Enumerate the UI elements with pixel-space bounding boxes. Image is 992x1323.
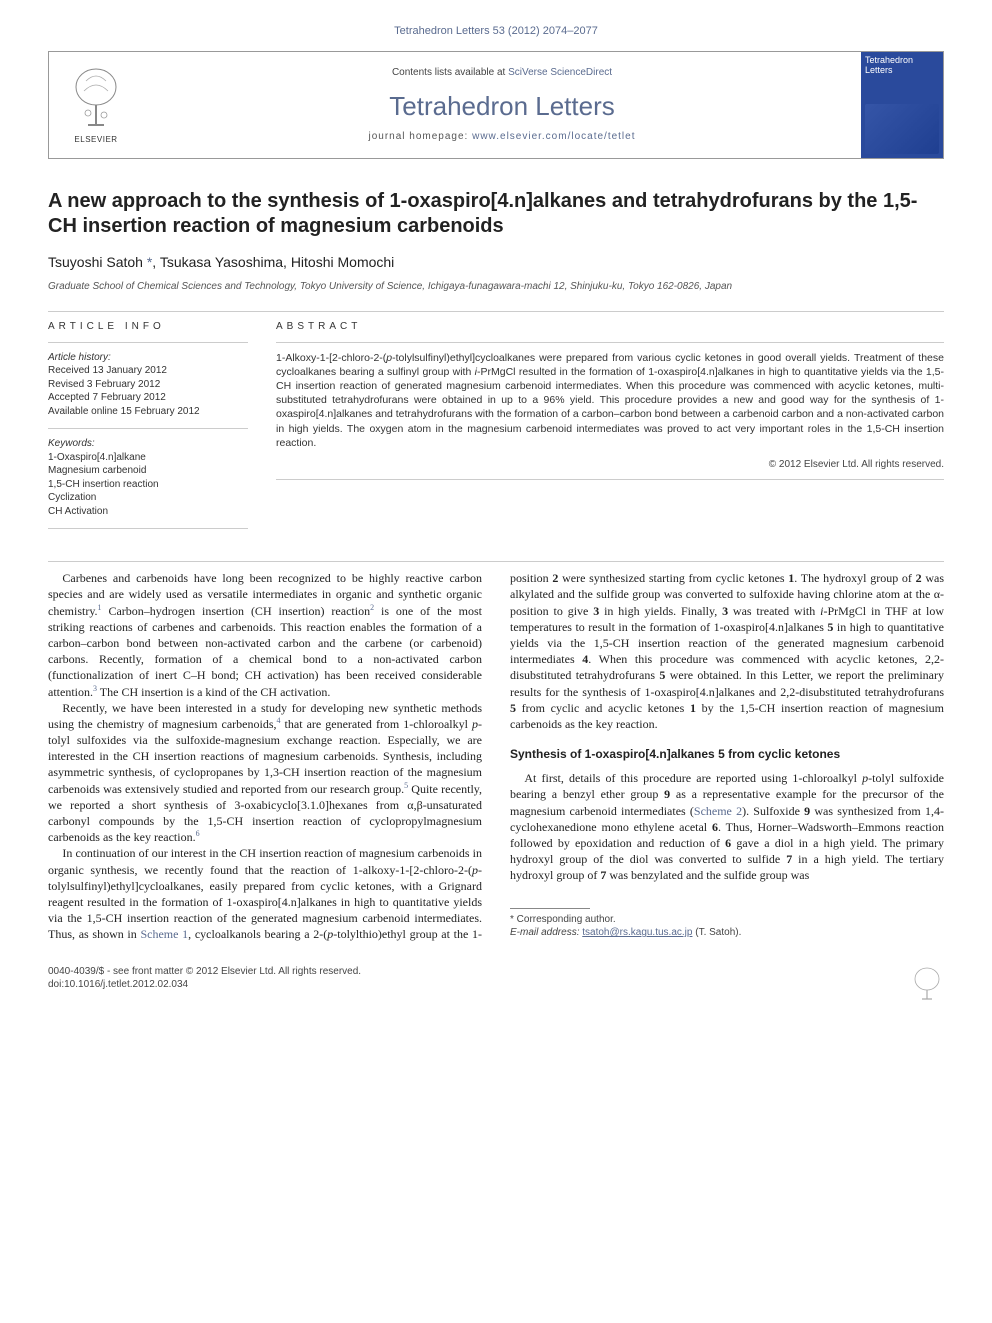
masthead-center: Contents lists available at SciVerse Sci… (143, 52, 861, 158)
sciencedirect-link[interactable]: SciVerse ScienceDirect (508, 67, 612, 78)
history-line: Available online 15 February 2012 (48, 405, 248, 419)
journal-cover-thumbnail: Tetrahedron Letters (861, 52, 943, 158)
journal-title: Tetrahedron Letters (389, 89, 614, 124)
author-email-link[interactable]: tsatoh@rs.kagu.tus.ac.jp (582, 927, 692, 938)
article-title: A new approach to the synthesis of 1-oxa… (48, 189, 944, 239)
keyword: Magnesium carbenoid (48, 464, 248, 478)
abstract-text: 1-Alkoxy-1-[2-chloro-2-(p-tolylsulfinyl)… (276, 351, 944, 450)
article-info-column: ARTICLE INFO Article history: Received 1… (48, 320, 248, 537)
contents-available-line: Contents lists available at SciVerse Sci… (392, 66, 612, 80)
divider-rule (276, 479, 944, 480)
history-line: Revised 3 February 2012 (48, 378, 248, 392)
affiliation: Graduate School of Chemical Sciences and… (48, 280, 944, 294)
cover-title: Tetrahedron Letters (865, 56, 939, 76)
article-history-block: Article history: Received 13 January 201… (48, 351, 248, 419)
keyword: Cyclization (48, 491, 248, 505)
body-paragraph: Recently, we have been interested in a s… (48, 700, 482, 846)
history-line: Received 13 January 2012 (48, 364, 248, 378)
body-paragraph: At first, details of this procedure are … (510, 770, 944, 883)
divider-rule (48, 561, 944, 562)
doi-line: doi:10.1016/j.tetlet.2012.02.034 (48, 978, 361, 992)
front-matter-line: 0040-4039/$ - see front matter © 2012 El… (48, 965, 361, 979)
divider-rule (48, 311, 944, 312)
publisher-logo-box: ELSEVIER (49, 52, 143, 158)
footnote-block: * Corresponding author. E-mail address: … (510, 908, 944, 940)
history-line: Accepted 7 February 2012 (48, 391, 248, 405)
history-heading: Article history: (48, 351, 248, 365)
keyword: CH Activation (48, 505, 248, 519)
keyword: 1-Oxaspiro[4.n]alkane (48, 451, 248, 465)
keywords-heading: Keywords: (48, 437, 248, 451)
author-list: Tsuyoshi Satoh *, Tsukasa Yasoshima, Hit… (48, 253, 944, 272)
abstract-column: ABSTRACT 1-Alkoxy-1-[2-chloro-2-(p-tolyl… (276, 320, 944, 537)
section-heading: Synthesis of 1-oxaspiro[4.n]alkanes 5 fr… (510, 746, 944, 762)
email-suffix: (T. Satoh). (692, 927, 741, 938)
footnote-rule (510, 908, 590, 909)
divider-rule (48, 528, 248, 529)
divider-rule (48, 428, 248, 429)
page-footer: 0040-4039/$ - see front matter © 2012 El… (48, 965, 944, 1003)
keyword: 1,5-CH insertion reaction (48, 478, 248, 492)
homepage-label: journal homepage: (368, 131, 472, 142)
email-label: E-mail address: (510, 927, 582, 938)
body-text-columns: Carbenes and carbenoids have long been r… (48, 570, 944, 942)
masthead: ELSEVIER Contents lists available at Sci… (48, 51, 944, 159)
abstract-copyright: © 2012 Elsevier Ltd. All rights reserved… (276, 458, 944, 472)
elsevier-tree-icon (66, 63, 126, 133)
publisher-name: ELSEVIER (66, 135, 126, 146)
journal-reference: Tetrahedron Letters 53 (2012) 2074–2077 (48, 24, 944, 39)
footer-left: 0040-4039/$ - see front matter © 2012 El… (48, 965, 361, 1003)
elsevier-small-logo-icon (910, 965, 944, 1003)
abstract-label: ABSTRACT (276, 320, 944, 334)
divider-rule (276, 342, 944, 343)
homepage-line: journal homepage: www.elsevier.com/locat… (368, 130, 635, 144)
homepage-link[interactable]: www.elsevier.com/locate/tetlet (472, 131, 635, 142)
email-line: E-mail address: tsatoh@rs.kagu.tus.ac.jp… (510, 926, 944, 940)
article-info-label: ARTICLE INFO (48, 320, 248, 334)
cover-graphic (865, 104, 939, 154)
keywords-block: Keywords: 1-Oxaspiro[4.n]alkane Magnesiu… (48, 437, 248, 518)
info-abstract-row: ARTICLE INFO Article history: Received 1… (48, 320, 944, 537)
corresponding-author-note: * Corresponding author. (510, 913, 944, 927)
corresponding-author-marker[interactable]: * (147, 254, 152, 270)
contents-prefix: Contents lists available at (392, 67, 508, 78)
body-paragraph: Carbenes and carbenoids have long been r… (48, 570, 482, 700)
divider-rule (48, 342, 248, 343)
